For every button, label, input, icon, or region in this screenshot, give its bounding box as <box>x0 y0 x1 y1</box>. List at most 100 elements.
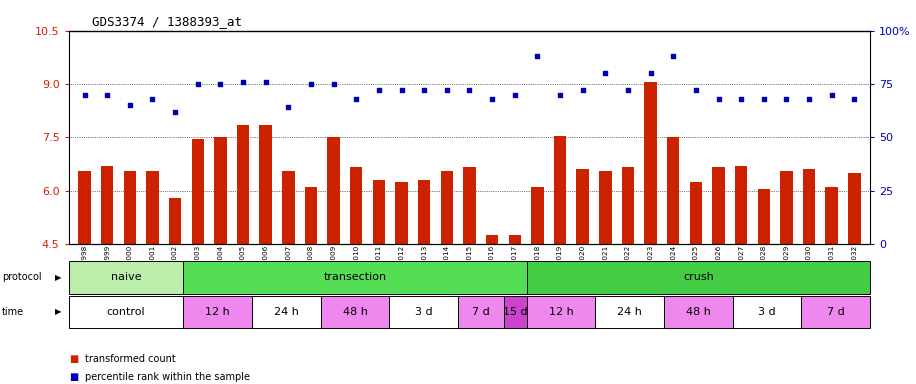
Bar <box>485 235 498 244</box>
Bar <box>259 125 272 244</box>
Bar <box>713 167 725 244</box>
Bar <box>69 261 183 294</box>
Point <box>734 96 748 102</box>
Point <box>598 70 613 76</box>
Bar <box>458 296 504 328</box>
Text: 7 d: 7 d <box>472 307 490 317</box>
Bar <box>321 296 389 328</box>
Point <box>552 91 567 98</box>
Point <box>191 81 205 87</box>
Bar <box>327 137 340 244</box>
Bar <box>735 166 747 244</box>
Point <box>711 96 725 102</box>
Point <box>440 87 454 93</box>
Text: 24 h: 24 h <box>274 307 299 317</box>
Point <box>847 96 862 102</box>
Bar <box>690 182 702 244</box>
Bar <box>599 171 612 244</box>
Bar <box>595 296 664 328</box>
Bar <box>527 296 595 328</box>
Bar <box>191 139 204 244</box>
Bar <box>531 187 543 244</box>
Text: 48 h: 48 h <box>343 307 367 317</box>
Point <box>666 53 681 60</box>
Text: percentile rank within the sample: percentile rank within the sample <box>85 372 250 382</box>
Text: protocol: protocol <box>2 272 41 283</box>
Text: 12 h: 12 h <box>205 307 230 317</box>
Bar <box>282 171 295 244</box>
Bar <box>554 136 566 244</box>
Bar <box>124 171 136 244</box>
Bar <box>69 296 183 328</box>
Point <box>168 109 182 115</box>
Bar <box>79 171 91 244</box>
Bar <box>825 187 838 244</box>
Point <box>689 87 703 93</box>
Bar <box>183 296 252 328</box>
Point <box>213 81 228 87</box>
Bar <box>214 137 226 244</box>
Point <box>621 87 636 93</box>
Point <box>349 96 364 102</box>
Text: naive: naive <box>111 272 141 283</box>
Bar <box>527 261 870 294</box>
Bar <box>667 137 680 244</box>
Point <box>507 91 522 98</box>
Bar <box>644 82 657 244</box>
Bar <box>418 180 431 244</box>
Text: ■: ■ <box>69 354 78 364</box>
Point <box>485 96 499 102</box>
Point <box>802 96 816 102</box>
Point <box>326 81 341 87</box>
Bar <box>305 187 317 244</box>
Text: GDS3374 / 1388393_at: GDS3374 / 1388393_at <box>92 15 242 28</box>
Point <box>145 96 159 102</box>
Bar <box>396 182 408 244</box>
Point <box>303 81 318 87</box>
Text: crush: crush <box>683 272 714 283</box>
Text: transformed count: transformed count <box>85 354 176 364</box>
Text: ▶: ▶ <box>55 273 61 282</box>
Text: 3 d: 3 d <box>415 307 432 317</box>
Bar <box>169 198 181 244</box>
Text: control: control <box>106 307 146 317</box>
Bar <box>848 173 860 244</box>
Point <box>372 87 387 93</box>
Bar <box>508 235 521 244</box>
Bar <box>504 296 527 328</box>
Bar <box>802 169 815 244</box>
Point <box>417 87 431 93</box>
Bar <box>780 171 792 244</box>
Point <box>530 53 545 60</box>
Bar <box>373 180 385 244</box>
Bar <box>389 296 458 328</box>
Point <box>780 96 794 102</box>
Bar <box>622 167 634 244</box>
Text: 7 d: 7 d <box>827 307 845 317</box>
Point <box>100 91 114 98</box>
Point <box>235 79 250 85</box>
Point <box>824 91 839 98</box>
Text: 15 d: 15 d <box>503 307 528 317</box>
Bar <box>664 296 733 328</box>
Point <box>281 104 296 111</box>
Text: 12 h: 12 h <box>549 307 573 317</box>
Point <box>575 87 590 93</box>
Bar <box>101 166 114 244</box>
Text: time: time <box>2 307 24 317</box>
Bar <box>802 296 870 328</box>
Point <box>643 70 658 76</box>
Bar <box>463 167 475 244</box>
Point <box>757 96 771 102</box>
Text: 48 h: 48 h <box>686 307 711 317</box>
Text: 24 h: 24 h <box>617 307 642 317</box>
Point <box>462 87 476 93</box>
Text: transection: transection <box>323 272 387 283</box>
Bar <box>576 169 589 244</box>
Point <box>258 79 273 85</box>
Point <box>77 91 92 98</box>
Bar <box>147 171 158 244</box>
Text: ■: ■ <box>69 372 78 382</box>
Point <box>123 102 137 108</box>
Bar <box>183 261 527 294</box>
